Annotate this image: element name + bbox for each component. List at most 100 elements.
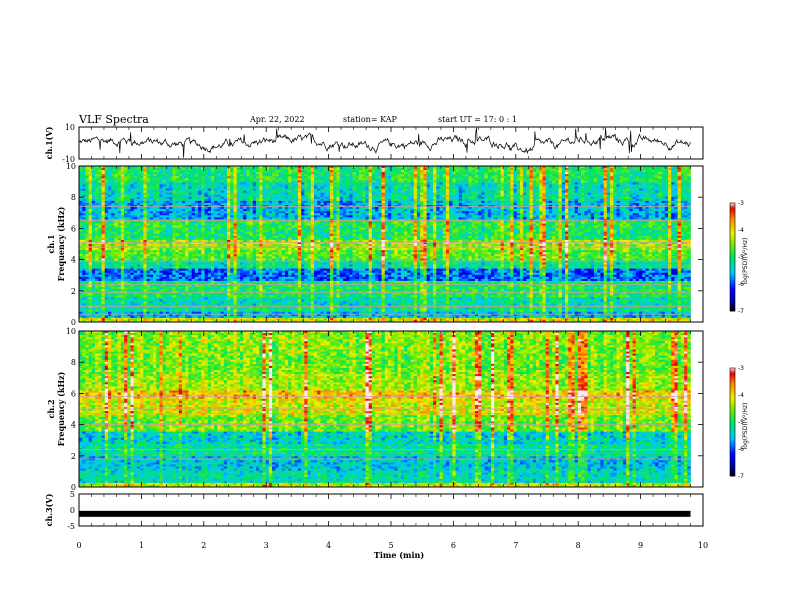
spec1-cell (163, 207, 167, 209)
spec1-cell (121, 217, 125, 219)
spec1-cell (494, 211, 498, 213)
spec1-cell (275, 176, 279, 178)
spec1-cell (372, 170, 376, 172)
spec1-cell (607, 172, 611, 174)
spec1-cell (575, 211, 579, 213)
spec1-cell (391, 168, 395, 170)
spec1-cell (658, 195, 662, 197)
spec1-cell (684, 187, 688, 189)
spec1-cell (279, 184, 283, 186)
spec1-cell (578, 197, 582, 199)
spec1-cell (594, 203, 598, 205)
spec1-cell (266, 187, 270, 189)
spec1-cell (143, 182, 147, 184)
spec1-cell (510, 197, 514, 199)
spec1-cell (253, 209, 257, 211)
spec1-cell (678, 182, 682, 184)
spec1-cell (82, 168, 86, 170)
spec1-cell (588, 211, 592, 213)
spec1-cell (127, 178, 131, 180)
spec1-cell (192, 197, 196, 199)
spec1-cell (530, 187, 534, 189)
spec1-cell (176, 180, 180, 182)
spec1-cell (79, 207, 83, 209)
spec1-cell (452, 189, 456, 191)
spec1-cell (114, 191, 118, 193)
spec1-cell (562, 203, 566, 205)
spec1-cell (610, 182, 614, 184)
spec1-cell (600, 201, 604, 203)
spec1-cell (375, 207, 379, 209)
spec1-cell (411, 174, 415, 176)
spec1-cell (372, 211, 376, 213)
spec1-cell (95, 176, 99, 178)
spec1-cell (562, 178, 566, 180)
spec1-cell (227, 207, 231, 209)
spec1-cell (253, 170, 257, 172)
spec1-cell (604, 189, 608, 191)
spec1-cell (623, 199, 627, 201)
spec1-cell (613, 191, 617, 193)
spec1-cell (394, 184, 398, 186)
spec1-cell (687, 215, 691, 217)
spec1-cell (649, 176, 653, 178)
spec1-cell (597, 191, 601, 193)
spec1-cell (295, 178, 299, 180)
spec1-cell (295, 168, 299, 170)
spec1-cell (79, 213, 83, 215)
spec1-cell (233, 176, 237, 178)
spec1-cell (198, 203, 202, 205)
spec1-cell (288, 199, 292, 201)
spec1-cell (523, 172, 527, 174)
spec1-cell (356, 174, 360, 176)
spec1-cell (401, 211, 405, 213)
spec1-cell (562, 174, 566, 176)
spec1-cell (221, 187, 225, 189)
spec1-cell (163, 184, 167, 186)
spec1-cell (591, 201, 595, 203)
spec1-cell (362, 211, 366, 213)
spec1-cell (176, 195, 180, 197)
spec1-cell (491, 193, 495, 195)
spec1-cell (555, 184, 559, 186)
spec1-cell (159, 189, 163, 191)
spec1-cell (89, 176, 93, 178)
spec1-cell (539, 170, 543, 172)
spec1-cell (439, 195, 443, 197)
spec1-cell (172, 211, 176, 213)
spec1-cell (243, 172, 247, 174)
spec1-cell (687, 193, 691, 195)
spec1-cell (159, 187, 163, 189)
spec1-cell (237, 211, 241, 213)
spec1-cell (250, 187, 254, 189)
spec1-cell (459, 215, 463, 217)
spec1-cell (459, 207, 463, 209)
spec1-cell (182, 168, 186, 170)
spec1-cell (382, 199, 386, 201)
spec1-cell (642, 211, 646, 213)
spec1-cell (336, 187, 340, 189)
spec1-cell (555, 176, 559, 178)
spec1-cell (314, 215, 318, 217)
spec1-cell (301, 209, 305, 211)
spec1-cell (230, 180, 234, 182)
spec1-cell (575, 199, 579, 201)
spec1-cell (571, 213, 575, 215)
spec1-cell (291, 187, 295, 189)
spec1-cell (340, 178, 344, 180)
spec1-cell (336, 197, 340, 199)
spec1-cell (217, 189, 221, 191)
spec1-cell (491, 191, 495, 193)
spec1-cell (433, 203, 437, 205)
spec1-cell (182, 203, 186, 205)
spec1-cell (472, 178, 476, 180)
spec1-cell (330, 215, 334, 217)
spec1-cell (108, 211, 112, 213)
spec1-cell (221, 193, 225, 195)
spec1-cell (89, 213, 93, 215)
spec1-cell (131, 172, 135, 174)
spec1-cell (179, 209, 183, 211)
spec1-cell (156, 176, 160, 178)
spec1-cell (662, 215, 666, 217)
spec1-cell (433, 191, 437, 193)
